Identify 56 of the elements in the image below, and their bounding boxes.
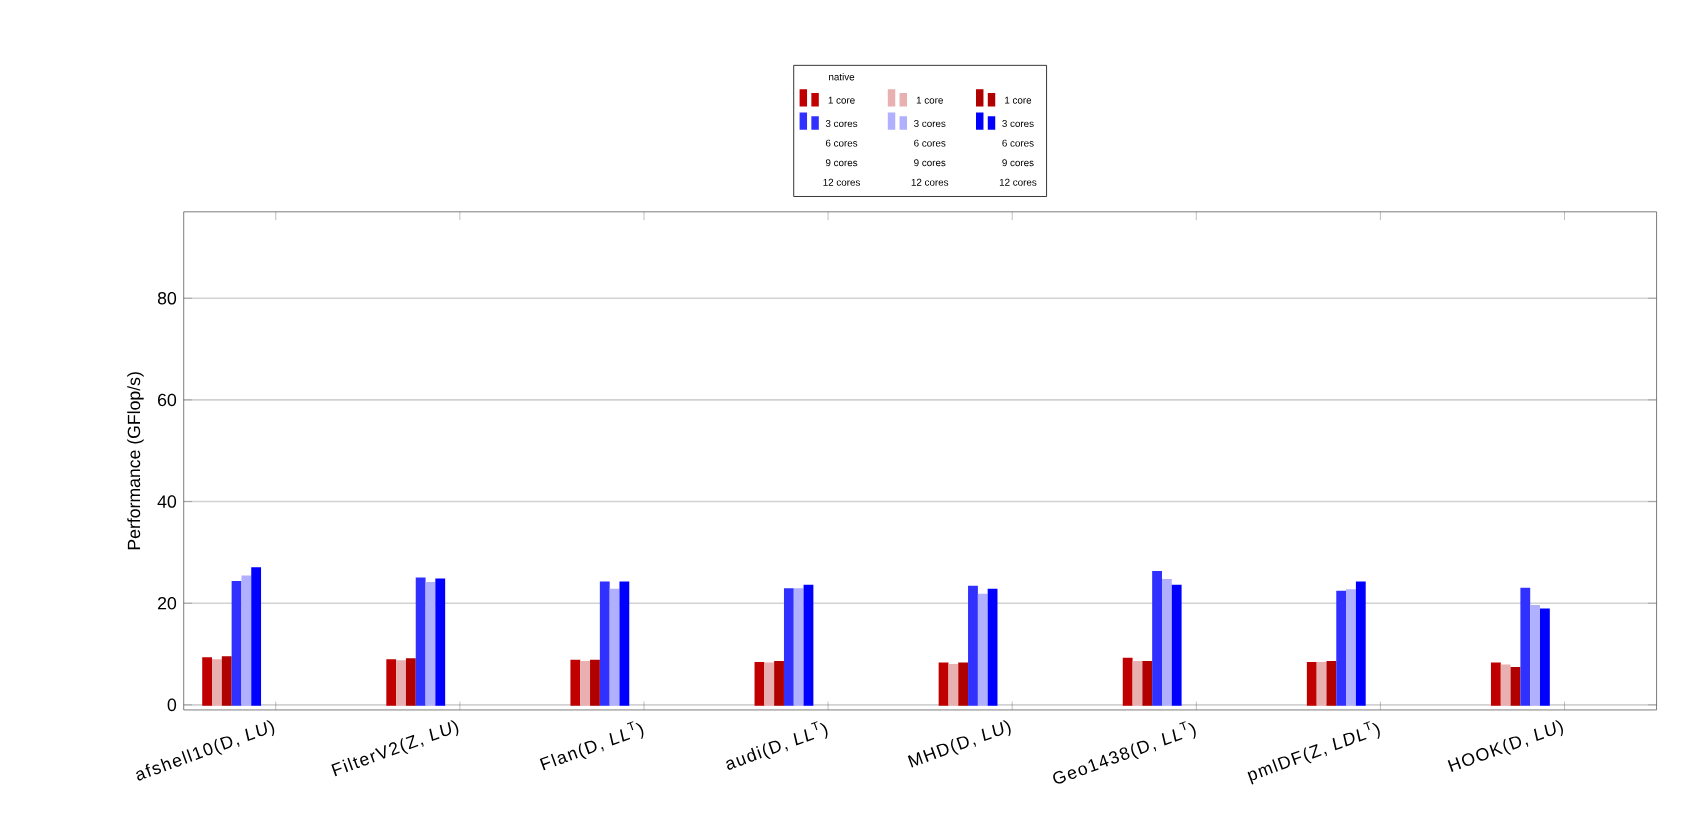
bar: [1355, 581, 1366, 706]
bar: [386, 659, 397, 706]
y-tick-label: 40: [157, 495, 177, 508]
bar: [435, 578, 446, 706]
bar: [1132, 661, 1143, 706]
bar: [774, 661, 784, 706]
bar: [783, 588, 794, 706]
bar: [580, 661, 591, 706]
bar: [803, 584, 814, 706]
bar: [1326, 661, 1337, 706]
bar: [793, 588, 804, 706]
bar: [241, 575, 252, 706]
bar: [1540, 608, 1550, 706]
bar: [948, 664, 959, 706]
bar: [221, 656, 232, 706]
bar: [1316, 662, 1327, 706]
x-tick-label: Flan(D, LL$^{T}$): [539, 721, 644, 771]
bar: [425, 582, 436, 706]
bar: [1520, 587, 1531, 706]
bar: [1510, 667, 1521, 706]
y-axis-title: Performance (GFlop/s): [127, 372, 144, 550]
bar: [212, 659, 222, 706]
bar: [415, 577, 426, 706]
y-tick-label: 0: [167, 698, 177, 712]
bar: [987, 588, 998, 706]
bar: [1142, 661, 1153, 706]
bar: [396, 660, 406, 706]
bar: [968, 585, 978, 706]
bar: [1171, 584, 1182, 706]
bar: [1346, 589, 1356, 706]
bar: [590, 660, 600, 706]
bar: [1161, 579, 1172, 706]
bar: [754, 662, 765, 706]
bar: [764, 662, 775, 706]
bar: [1122, 658, 1133, 706]
bar: [599, 581, 610, 706]
bar: [1490, 662, 1501, 706]
bar: [202, 657, 213, 706]
bar: [251, 567, 262, 706]
y-tick-label: 20: [158, 597, 177, 610]
bar: [619, 581, 630, 706]
bar: [958, 662, 969, 706]
x-tick-label: audi(D, LL$^{T}$): [726, 721, 828, 770]
y-tick-label: 80: [157, 292, 177, 305]
y-tick-label: 60: [158, 393, 177, 407]
bar: [1336, 590, 1347, 706]
bar: [938, 662, 949, 706]
bar: [570, 660, 581, 706]
bar: [405, 658, 416, 706]
bar: [977, 593, 988, 706]
bar: [231, 581, 242, 706]
bar: [1500, 664, 1511, 706]
bar: [1306, 662, 1317, 706]
bar: [1152, 571, 1162, 706]
bar: [609, 588, 620, 706]
bar: [1530, 605, 1541, 706]
